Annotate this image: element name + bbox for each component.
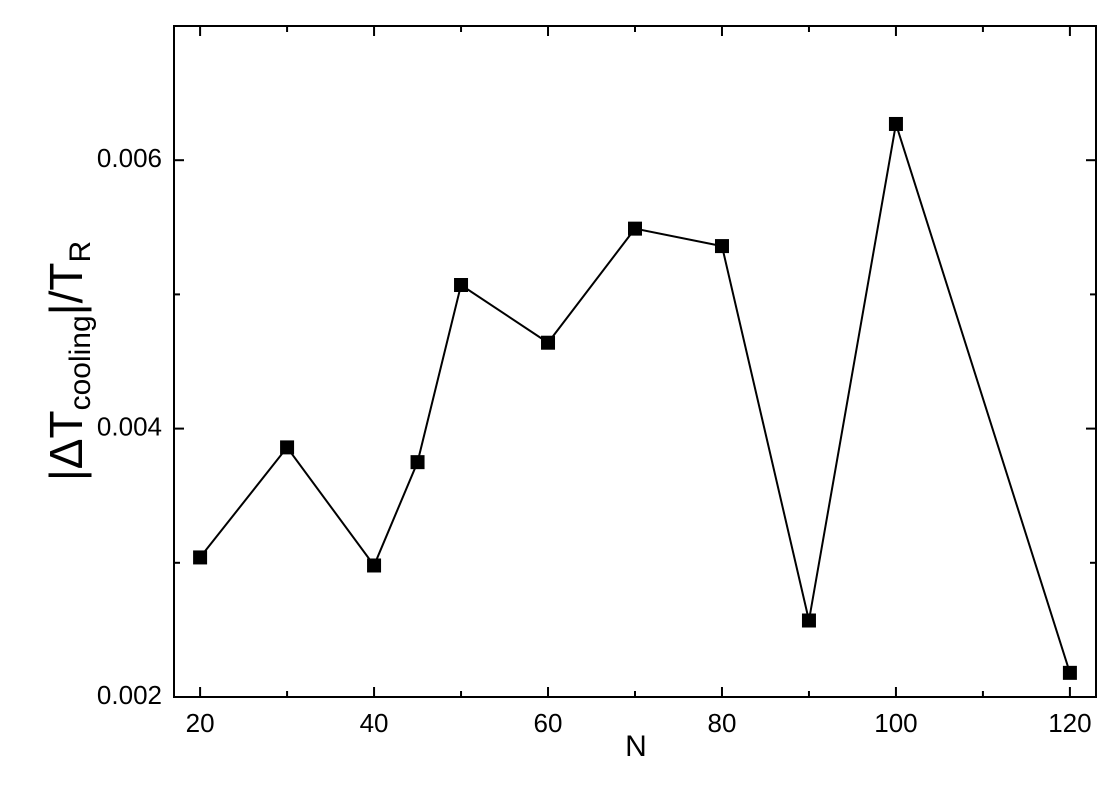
x-tick-label: 60: [534, 708, 563, 738]
y-tick-label: 0.004: [97, 411, 162, 441]
y-tick-label: 0.006: [97, 143, 162, 173]
y-label-part: |ΔT: [40, 410, 92, 481]
plot-frame: [173, 25, 1097, 698]
x-tick-label: 120: [1048, 708, 1091, 738]
y-label-sub: R: [64, 241, 97, 263]
x-tick-label: 20: [186, 708, 215, 738]
x-tick-label: 100: [874, 708, 917, 738]
point: [193, 550, 208, 565]
point: [801, 613, 816, 628]
point: [1062, 665, 1077, 680]
y-axis-label: |ΔTcooling|/TR: [40, 241, 97, 481]
point: [541, 335, 556, 350]
point: [280, 440, 295, 455]
point: [410, 455, 425, 470]
series-line: [199, 123, 1071, 674]
point: [628, 221, 642, 236]
x-axis-label: N: [625, 730, 647, 763]
y-tick-label: 0.002: [97, 680, 162, 710]
x-tick-label: 80: [708, 708, 737, 738]
x-tick-label: 40: [360, 708, 389, 738]
point: [888, 116, 903, 131]
y-label-part: |/T: [40, 262, 92, 315]
point: [714, 239, 729, 254]
point: [367, 558, 382, 573]
point: [454, 278, 469, 293]
y-label-sub: cooling: [64, 315, 97, 410]
